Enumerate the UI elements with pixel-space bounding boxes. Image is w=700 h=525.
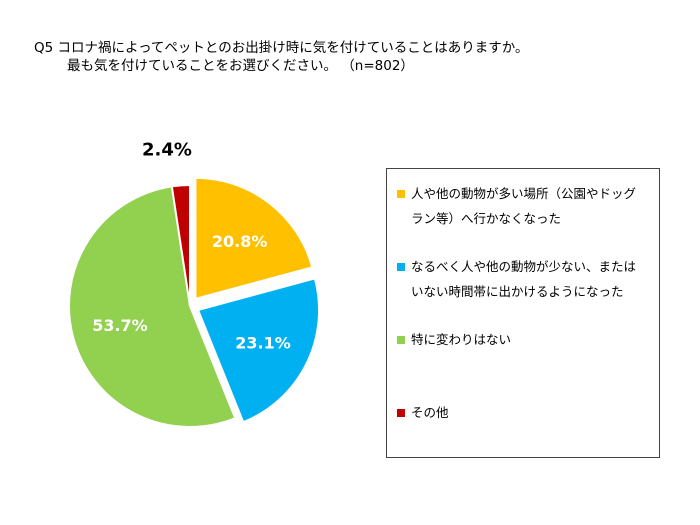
pie-value-label: 20.8% bbox=[212, 232, 268, 251]
legend-label-line: いない時間帯に出かけるようになった bbox=[411, 284, 624, 299]
pie-value-label: 53.7% bbox=[92, 316, 148, 335]
pie-value-label: 23.1% bbox=[235, 333, 291, 352]
legend-swatch-yellow bbox=[397, 190, 405, 198]
legend-label-line: ラン等）へ行かなくなった bbox=[411, 211, 562, 226]
legend-swatch-green bbox=[397, 336, 405, 344]
legend-label-line: なるべく人や他の動物が少ない、または bbox=[411, 259, 637, 274]
slice-other bbox=[170, 183, 191, 307]
pie-value-label: 2.4% bbox=[142, 139, 192, 160]
chart-legend: 人や他の動物が多い場所（公園やドッグ ラン等）へ行かなくなった なるべく人や他の… bbox=[386, 168, 660, 458]
legend-swatch-red bbox=[397, 409, 405, 417]
slice-avoid-crowded-places bbox=[194, 176, 314, 301]
legend-item-avoid-crowded-places: 人や他の動物が多い場所（公園やドッグ ラン等）へ行かなくなった bbox=[397, 181, 651, 231]
legend-label-line: その他 bbox=[411, 405, 449, 420]
legend-item-off-peak-times: なるべく人や他の動物が少ない、または いない時間帯に出かけるようになった bbox=[397, 254, 651, 304]
slice-no-change bbox=[68, 185, 237, 428]
slice-off-peak-times bbox=[196, 277, 321, 424]
legend-item-no-change: 特に変わりはない bbox=[397, 327, 651, 352]
legend-label-line: 人や他の動物が多い場所（公園やドッグ bbox=[411, 186, 637, 201]
legend-swatch-blue bbox=[397, 263, 405, 271]
legend-label-line: 特に変わりはない bbox=[411, 332, 512, 347]
legend-item-other: その他 bbox=[397, 400, 651, 425]
question-title: Q5 コロナ禍によってペットとのお出掛け時に気を付けていることはありますか。 bbox=[34, 40, 529, 56]
question-subtitle: 最も気を付けていることをお選びください。 （n=802） bbox=[67, 58, 414, 74]
